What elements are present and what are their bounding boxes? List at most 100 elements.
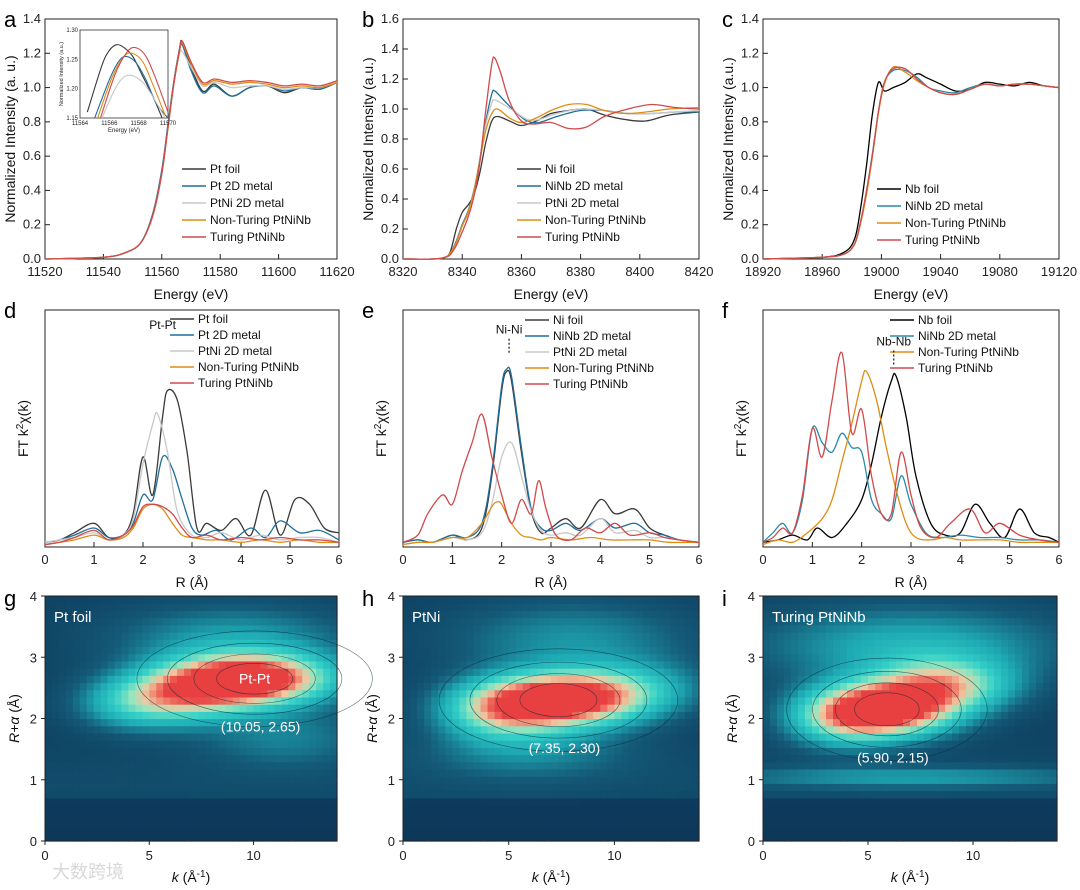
heatmap-cell: [107, 725, 116, 734]
heatmap-cell: [156, 819, 164, 828]
heatmap-cell: [417, 617, 425, 626]
heatmap-cell: [691, 675, 700, 684]
heatmap-cell: [798, 653, 806, 662]
heatmap-cell: [1029, 682, 1037, 691]
heatmap-cell: [417, 754, 425, 763]
heatmap-cell: [302, 689, 310, 698]
heatmap-cell: [260, 653, 269, 662]
heatmap-cell: [628, 812, 637, 820]
heatmap-cell: [980, 624, 988, 633]
heatmap-cell: [966, 596, 974, 604]
heatmap-cell: [330, 610, 338, 619]
heatmap-cell: [826, 804, 834, 813]
heatmap-cell: [784, 747, 792, 756]
heatmap-cell: [586, 610, 594, 619]
heatmap-cell: [572, 740, 580, 748]
heatmap-cell: [253, 761, 262, 770]
heatmap-cell: [445, 740, 453, 748]
heatmap-cell: [558, 668, 566, 676]
heatmap-cell: [861, 639, 869, 648]
heatmap-cell: [959, 696, 967, 705]
heatmap-cell: [316, 711, 324, 720]
heatmap-cell: [770, 632, 778, 640]
heatmap-cell: [487, 689, 496, 698]
heatmap-cell: [452, 790, 460, 799]
heatmap-cell: [910, 610, 918, 619]
heatmap-cell: [45, 776, 53, 784]
series-line-2: [402, 441, 700, 546]
heatmap-cell: [100, 812, 109, 820]
heatmap-cell: [452, 704, 460, 712]
heatmap-cell: [239, 596, 248, 604]
heatmap-cell: [833, 797, 841, 806]
heatmap-cell: [424, 617, 432, 626]
heatmap-cell: [959, 711, 967, 720]
heatmap-cell: [861, 804, 869, 813]
heatmap-cell: [656, 668, 665, 676]
heatmap-cell: [253, 776, 262, 784]
heatmap-cell: [466, 632, 475, 640]
heatmap-cell: [515, 653, 524, 662]
heatmap-cell: [868, 696, 876, 705]
heatmap-cell: [438, 776, 446, 784]
heatmap-cell: [309, 718, 317, 727]
heatmap-cell: [1022, 725, 1030, 734]
heatmap-cell: [903, 704, 911, 712]
heatmap-cell: [232, 790, 241, 799]
heatmap-cell: [225, 596, 234, 604]
heatmap-cell: [670, 819, 679, 828]
heatmap-cell: [558, 732, 566, 741]
inset-frame: [79, 29, 169, 119]
heatmap-cell: [805, 689, 813, 698]
heatmap-cell: [763, 696, 771, 705]
heatmap-cell: [191, 718, 199, 727]
heatmap-cell: [805, 610, 813, 619]
heatmap-cell: [260, 682, 269, 691]
heatmap-cell: [593, 668, 601, 676]
heatmap-cell: [473, 653, 482, 662]
heatmap-cell: [861, 617, 869, 626]
heatmap-cell: [459, 797, 468, 806]
heatmap-cell: [1008, 696, 1016, 705]
heatmap-cell: [156, 797, 164, 806]
heatmap-cell: [232, 783, 241, 792]
heatmap-cell: [508, 776, 517, 784]
heatmap-cell: [142, 689, 150, 698]
heatmap-cell: [1043, 617, 1051, 626]
heatmap-cell: [452, 696, 460, 705]
heatmap-cell: [649, 596, 658, 604]
heatmap-cell: [142, 668, 150, 676]
heatmap-cell: [826, 675, 834, 684]
heatmap-cell: [847, 776, 855, 784]
panel-letter: f: [722, 298, 729, 323]
heatmap-cell: [72, 740, 81, 748]
heatmap-cell: [1036, 819, 1044, 828]
heatmap-cell: [121, 603, 130, 612]
heatmap-cell: [882, 668, 890, 676]
heatmap-cell: [501, 740, 510, 748]
panel-letter: a: [4, 7, 17, 32]
heatmap-cell: [459, 660, 468, 669]
heatmap-cell: [1015, 776, 1023, 784]
heatmap-cell: [833, 812, 841, 820]
heatmap-cell: [1050, 603, 1058, 612]
heatmap-cell: [684, 682, 693, 691]
heatmap-cell: [508, 747, 517, 756]
heatmap-cell: [572, 833, 580, 842]
heatmap-cell: [225, 754, 234, 763]
heatmap-cell: [798, 603, 806, 612]
heatmap-cell: [635, 639, 644, 648]
heatmap-cell: [107, 747, 116, 756]
heatmap-cell: [600, 783, 608, 792]
y-axis-label: Normalized Intensity (a. u.): [2, 55, 18, 222]
heatmap-cell: [586, 833, 594, 842]
heatmap-cell: [691, 819, 700, 828]
heatmap-cell: [903, 732, 911, 741]
heatmap-cell: [211, 682, 220, 691]
y-tick-label: 1.0: [741, 80, 759, 95]
heatmap-cell: [309, 804, 317, 813]
heatmap-cell: [288, 747, 296, 756]
heatmap-cell: [586, 761, 594, 770]
heatmap-cell: [267, 675, 276, 684]
